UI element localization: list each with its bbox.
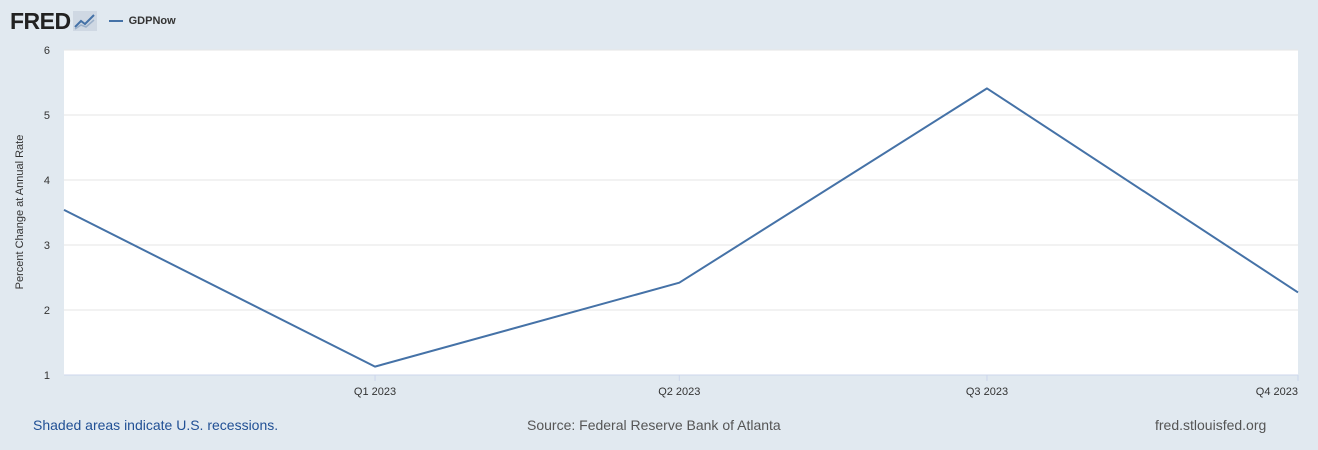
x-tick-label: Q3 2023 <box>966 386 1008 398</box>
y-axis-title: Percent Change at Annual Rate <box>14 134 26 290</box>
fred-logo-text: FRED <box>10 7 71 34</box>
y-tick-label: 1 <box>44 370 50 382</box>
legend-label: GDPNow <box>128 15 176 27</box>
x-tick-label: Q4 2023 <box>1256 386 1298 398</box>
fred-chart-logo-icon <box>72 11 97 31</box>
plot-background <box>64 50 1298 375</box>
y-tick-label: 6 <box>44 45 50 57</box>
y-tick-label: 3 <box>44 240 50 252</box>
source-note: Source: Federal Reserve Bank of Atlanta <box>527 417 781 433</box>
x-tick-label: Q1 2023 <box>354 386 396 398</box>
chart-header: FRED GDPNow <box>10 8 176 34</box>
recessions-note-link[interactable]: Shaded areas indicate U.S. recessions. <box>33 417 279 433</box>
y-tick-label: 5 <box>44 110 50 122</box>
x-tick-label: Q2 2023 <box>658 386 700 398</box>
legend-swatch <box>108 20 123 22</box>
y-tick-label: 2 <box>44 305 50 317</box>
fred-logo[interactable]: FRED <box>10 7 97 34</box>
chart-legend[interactable]: GDPNow <box>108 15 176 27</box>
y-tick-label: 4 <box>44 175 50 187</box>
fred-site-link[interactable]: fred.stlouisfed.org <box>1155 417 1267 433</box>
series-line-gdpnow <box>63 87 1299 368</box>
chart-footer: Shaded areas indicate U.S. recessions. S… <box>0 417 1318 437</box>
